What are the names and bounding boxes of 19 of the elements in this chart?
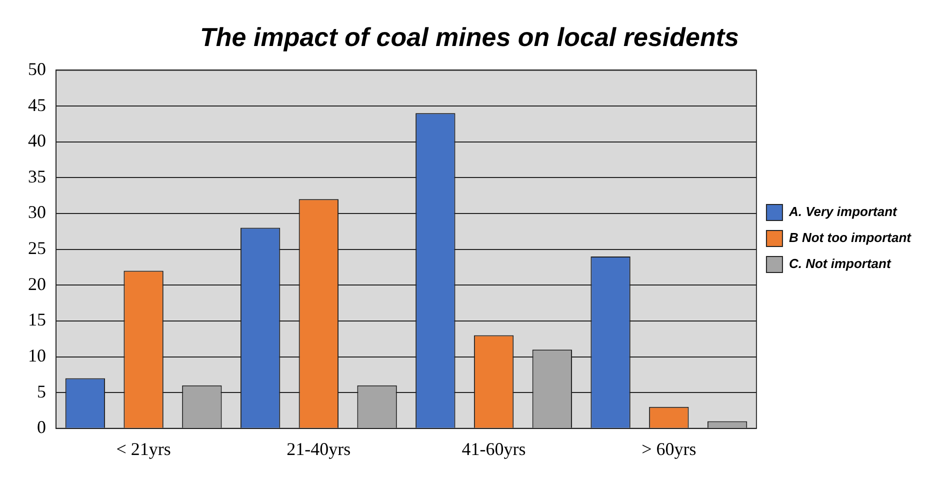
x-tick-label: > 60yrs — [642, 438, 696, 459]
y-tick-label: 15 — [28, 310, 46, 330]
y-tick-label: 40 — [28, 130, 46, 151]
y-tick-label: 20 — [28, 274, 46, 294]
y-tick-label: 5 — [37, 381, 46, 402]
y-tick-label: 50 — [28, 58, 46, 79]
x-tick-label: < 21yrs — [116, 438, 171, 459]
legend-label: A. Very important — [788, 204, 898, 220]
y-tick-label: 0 — [37, 417, 46, 438]
y-tick-label: 35 — [28, 166, 46, 186]
y-tick-label: 30 — [28, 202, 46, 222]
legend-label: B Not too important — [788, 230, 912, 246]
chart-title: The impact of coal mines on local residents — [200, 22, 739, 52]
y-tick-label: 25 — [28, 238, 46, 258]
legend-label: C. Not important — [788, 256, 892, 272]
y-tick-label: 45 — [28, 94, 46, 115]
x-tick-label: 21-40yrs — [286, 438, 351, 459]
x-tick-label: 41-60yrs — [462, 438, 526, 459]
y-tick-label: 10 — [28, 345, 46, 366]
